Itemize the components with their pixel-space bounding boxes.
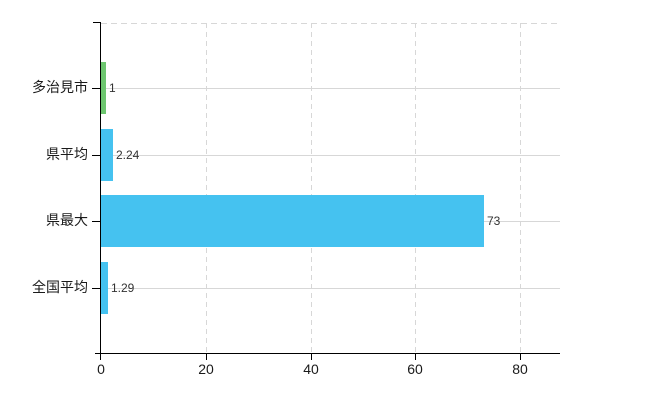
x-axis-line: [95, 353, 560, 354]
bar-2: [101, 195, 484, 247]
category-label: 多治見市: [32, 79, 88, 95]
x-axis-tick: [206, 354, 207, 360]
x-gridline: [206, 23, 207, 353]
category-tick: [92, 155, 100, 156]
bar-1: [101, 129, 113, 181]
category-label: 県平均: [46, 146, 88, 162]
y-axis-top-tick: [93, 22, 100, 23]
bar-value-label: 1: [109, 81, 116, 95]
x-tick-label: 40: [303, 361, 319, 377]
x-gridline: [415, 23, 416, 353]
bar-3: [101, 262, 108, 314]
bar-0: [101, 62, 106, 114]
bar-value-label: 73: [487, 214, 501, 228]
x-gridline: [311, 23, 312, 353]
plot-top-border: [101, 23, 560, 24]
category-gridline: [101, 155, 560, 156]
x-tick-label: 0: [97, 361, 105, 377]
bar-value-label: 1.29: [111, 281, 135, 295]
category-gridline: [101, 88, 560, 89]
category-label: 全国平均: [32, 279, 88, 295]
bar-value-label: 2.24: [116, 148, 140, 162]
x-tick-label: 20: [198, 361, 214, 377]
category-label: 県最大: [46, 212, 88, 228]
x-axis-tick: [520, 354, 521, 360]
x-tick-label: 80: [512, 361, 528, 377]
x-axis-tick: [415, 354, 416, 360]
category-gridline: [101, 288, 560, 289]
category-tick: [92, 288, 100, 289]
category-tick: [92, 88, 100, 89]
x-gridline: [520, 23, 521, 353]
x-axis-tick: [311, 354, 312, 360]
category-tick: [92, 221, 100, 222]
y-axis-line: [100, 22, 101, 360]
x-tick-label: 60: [407, 361, 423, 377]
